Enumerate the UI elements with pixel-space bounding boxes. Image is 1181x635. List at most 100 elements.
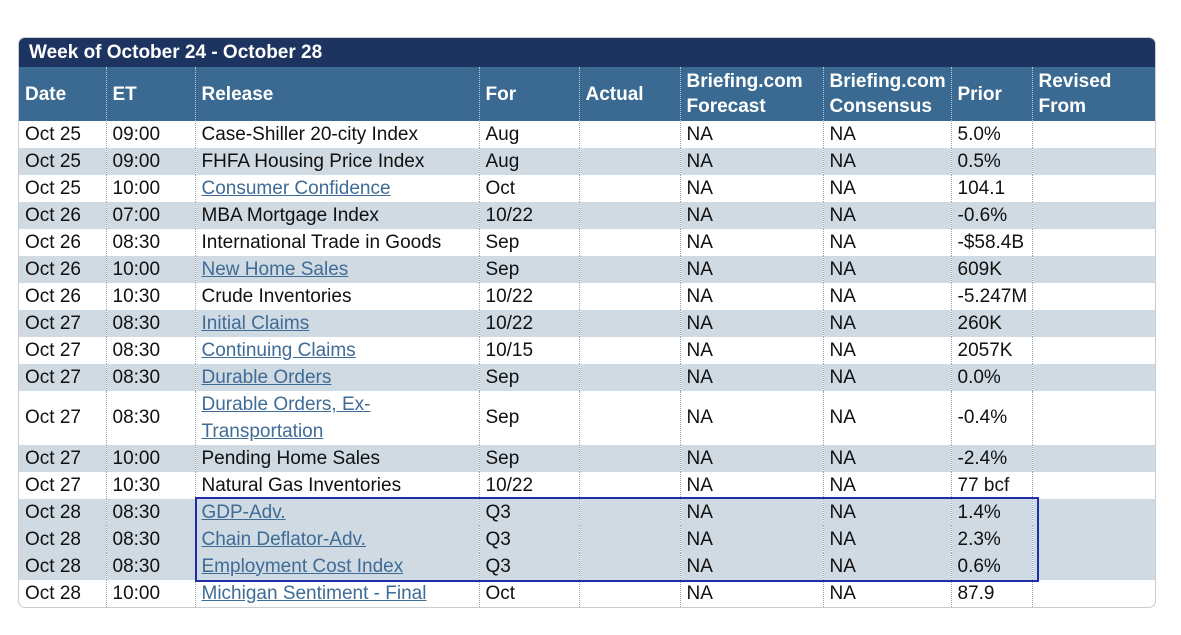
date-cell: Oct 28 xyxy=(19,499,106,526)
consensus-cell: NA xyxy=(822,310,951,337)
revised-cell xyxy=(1031,256,1155,283)
time-cell: 08:30 xyxy=(105,364,195,391)
prior-cell: 2.3% xyxy=(950,526,1032,553)
actual-cell xyxy=(578,148,680,175)
for-cell: Q3 xyxy=(478,526,579,553)
consensus-cell: NA xyxy=(822,175,951,202)
revised-cell xyxy=(1031,499,1155,526)
forecast-cell: NA xyxy=(679,256,823,283)
revised-cell xyxy=(1031,202,1155,229)
col-header-revised-line1: Revised xyxy=(1038,71,1112,92)
table-row: Oct 28 08:30 GDP-Adv. Q3 NA NA 1.4% xyxy=(19,499,1155,526)
forecast-cell: NA xyxy=(679,148,823,175)
release-cell: FHFA Housing Price Index xyxy=(194,148,479,175)
prior-cell: 1.4% xyxy=(950,499,1032,526)
time-cell: 10:30 xyxy=(105,283,195,310)
release-link[interactable]: Michigan Sentiment - Final xyxy=(201,582,427,604)
release-link[interactable]: New Home Sales xyxy=(201,258,349,280)
revised-cell xyxy=(1031,553,1155,580)
consensus-cell: NA xyxy=(822,499,951,526)
table-row: Oct 28 08:30 Employment Cost Index Q3 NA… xyxy=(19,553,1155,580)
actual-cell xyxy=(578,364,680,391)
revised-cell xyxy=(1031,175,1155,202)
prior-cell: -5.247M xyxy=(950,283,1032,310)
consensus-cell: NA xyxy=(822,256,951,283)
actual-cell xyxy=(578,499,680,526)
prior-cell: 87.9 xyxy=(950,580,1032,607)
forecast-cell: NA xyxy=(679,580,823,607)
revised-cell xyxy=(1031,472,1155,499)
release-link[interactable]: Initial Claims xyxy=(201,312,310,334)
revised-cell xyxy=(1031,445,1155,472)
col-header-prior: Prior xyxy=(950,67,1032,121)
forecast-cell: NA xyxy=(679,445,823,472)
actual-cell xyxy=(578,526,680,553)
table-row: Oct 25 09:00 FHFA Housing Price Index Au… xyxy=(19,148,1155,175)
time-cell: 10:00 xyxy=(105,580,195,607)
release-cell: Crude Inventories xyxy=(194,283,479,310)
economic-calendar: Week of October 24 - October 28 Date ET … xyxy=(18,37,1156,608)
release-link[interactable]: GDP-Adv. xyxy=(201,501,286,523)
prior-cell: 77 bcf xyxy=(950,472,1032,499)
release-cell: Durable Orders, Ex-Transportation xyxy=(194,391,479,445)
actual-cell xyxy=(578,121,680,148)
release-link[interactable]: Durable Orders xyxy=(201,366,332,388)
time-cell: 10:00 xyxy=(105,445,195,472)
time-cell: 09:00 xyxy=(105,148,195,175)
release-cell: Natural Gas Inventories xyxy=(194,472,479,499)
prior-cell: -2.4% xyxy=(950,445,1032,472)
prior-cell: 5.0% xyxy=(950,121,1032,148)
consensus-cell: NA xyxy=(822,229,951,256)
release-link[interactable]: Durable Orders, Ex-Transportation xyxy=(201,394,371,442)
date-cell: Oct 27 xyxy=(19,364,106,391)
prior-cell: 2057K xyxy=(950,337,1032,364)
col-header-forecast-line1: Briefing.com xyxy=(686,71,803,92)
col-header-consensus-line1: Briefing.com xyxy=(829,71,946,92)
for-cell: Sep xyxy=(478,445,579,472)
release-cell: Pending Home Sales xyxy=(194,445,479,472)
actual-cell xyxy=(578,445,680,472)
time-cell: 08:30 xyxy=(105,229,195,256)
consensus-cell: NA xyxy=(822,283,951,310)
table-row: Oct 27 10:30 Natural Gas Inventories 10/… xyxy=(19,472,1155,499)
date-cell: Oct 27 xyxy=(25,474,81,496)
date-cell: Oct 26 xyxy=(19,202,106,229)
consensus-cell: NA xyxy=(822,337,951,364)
release-cell: Michigan Sentiment - Final xyxy=(194,580,479,607)
release-link[interactable]: Chain Deflator-Adv. xyxy=(201,528,366,550)
time-cell: 09:00 xyxy=(105,121,195,148)
release-cell: Case-Shiller 20-city Index xyxy=(194,121,479,148)
economic-calendar-table: Date ET Release For Actual Briefing.com … xyxy=(19,67,1155,607)
actual-cell xyxy=(578,472,680,499)
actual-cell xyxy=(578,310,680,337)
revised-cell xyxy=(1031,526,1155,553)
release-link[interactable]: Consumer Confidence xyxy=(201,177,391,199)
table-row: Oct 27 08:30 Initial Claims 10/22 NA NA … xyxy=(19,310,1155,337)
date-cell: Oct 25 xyxy=(25,123,81,145)
revised-cell xyxy=(1031,148,1155,175)
release-link[interactable]: Employment Cost Index xyxy=(201,555,404,577)
col-header-et: ET xyxy=(105,67,195,121)
date-cell: Oct 25 xyxy=(19,148,106,175)
actual-cell xyxy=(578,175,680,202)
forecast-cell: NA xyxy=(679,175,823,202)
table-row: Oct 25 09:00 Case-Shiller 20-city Index … xyxy=(19,121,1155,148)
release-cell: New Home Sales xyxy=(194,256,479,283)
release-cell: Chain Deflator-Adv. xyxy=(194,526,479,553)
revised-cell xyxy=(1031,364,1155,391)
revised-cell xyxy=(1031,310,1155,337)
table-row: Oct 28 10:00 Michigan Sentiment - Final … xyxy=(19,580,1155,607)
for-cell: Oct xyxy=(478,175,579,202)
for-cell: Aug xyxy=(478,121,579,148)
consensus-cell: NA xyxy=(822,472,951,499)
release-cell: Durable Orders xyxy=(194,364,479,391)
header-row: Date ET Release For Actual Briefing.com … xyxy=(19,67,1155,121)
time-cell: 08:30 xyxy=(105,337,195,364)
forecast-cell: NA xyxy=(679,121,823,148)
consensus-cell: NA xyxy=(822,391,951,445)
for-cell: Sep xyxy=(478,229,579,256)
release-cell: Initial Claims xyxy=(194,310,479,337)
release-cell: GDP-Adv. xyxy=(194,499,479,526)
release-link[interactable]: Continuing Claims xyxy=(201,339,356,361)
forecast-cell: NA xyxy=(679,391,823,445)
